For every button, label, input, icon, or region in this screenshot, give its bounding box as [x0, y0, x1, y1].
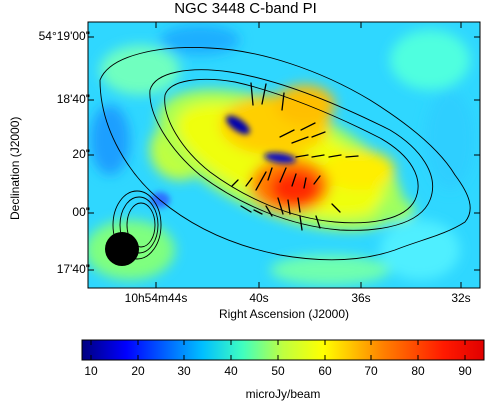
- y-axis-label: Declination (J2000): [8, 116, 22, 220]
- colorbar-tick-label: 30: [177, 364, 191, 378]
- x-tick-label: 10h54m44s: [124, 291, 188, 305]
- pi-image: [88, 22, 480, 288]
- colorbar-tick-label: 50: [271, 364, 285, 378]
- y-tick-label: 20": [72, 147, 90, 161]
- x-tick-label: 40s: [249, 291, 269, 305]
- contour-lines: [99, 47, 471, 261]
- polarization-vectors: [231, 82, 359, 231]
- y-tick-label: 17'40": [56, 262, 90, 276]
- colorbar-tick-label: 40: [224, 364, 238, 378]
- y-tick-marks: [88, 36, 480, 271]
- colorbar: [81, 339, 485, 361]
- colorbar-tick-label: 20: [131, 364, 145, 378]
- colorbar-tick-label: 70: [364, 364, 378, 378]
- figure-title: NGC 3448 C-band PI: [174, 0, 317, 17]
- colorbar-tick-label: 10: [84, 364, 98, 378]
- y-tick-label: 00": [72, 205, 90, 219]
- x-tick-label: 32s: [451, 291, 471, 305]
- x-tick-label: 36s: [351, 291, 371, 305]
- colorbar-tick-label: 80: [411, 364, 425, 378]
- colorbar-label: microJy/beam: [245, 387, 321, 401]
- beam-ellipse: [105, 232, 139, 266]
- colorbar-tick-label: 90: [458, 364, 472, 378]
- x-axis-label: Right Ascension (J2000): [218, 307, 350, 321]
- y-tick-label: 54°19'00": [38, 29, 90, 43]
- x-tick-marks: [155, 22, 462, 288]
- colorbar-tick-marks: [90, 340, 466, 360]
- colorbar-tick-label: 60: [318, 364, 332, 378]
- y-tick-label: 18'40": [56, 92, 90, 106]
